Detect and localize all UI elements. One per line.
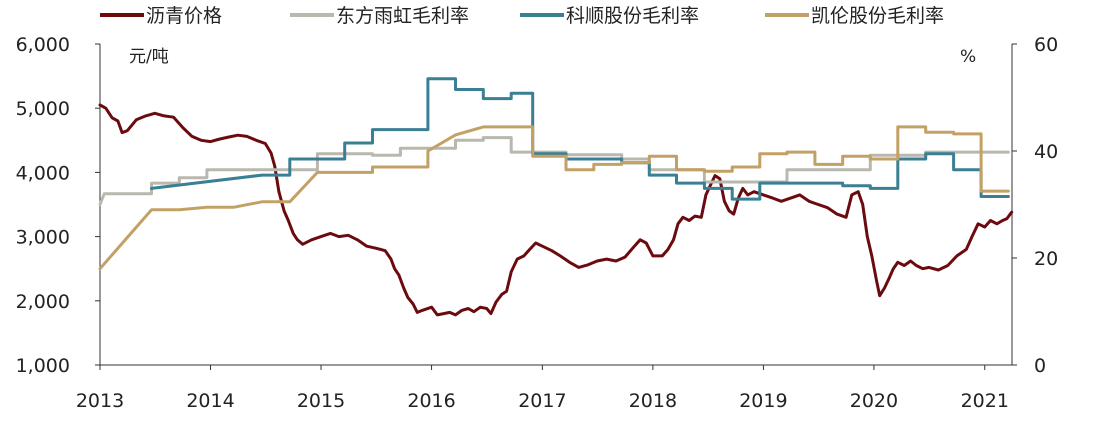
y-left-tick-label: 3,000 — [16, 227, 70, 249]
series-lines — [98, 77, 1014, 317]
y-right-tick-label: 60 — [1034, 34, 1058, 56]
y-right-tick-label: 20 — [1034, 248, 1058, 270]
x-tick-label: 2018 — [629, 390, 677, 412]
series-line-0 — [98, 103, 1014, 317]
x-tick-label: 2015 — [297, 390, 345, 412]
legend-label-2: 科顺股份毛利率 — [566, 5, 699, 27]
series-line-3 — [98, 125, 1010, 271]
y-left-tick-label: 5,000 — [16, 98, 70, 120]
series-line-2 — [150, 77, 1010, 201]
y-right-tick-label: 40 — [1034, 141, 1058, 163]
x-tick-label: 2020 — [850, 390, 898, 412]
y-left-tick-label: 4,000 — [16, 162, 70, 184]
legend-label-0: 沥青价格 — [146, 5, 222, 27]
x-tick-label: 2016 — [407, 390, 455, 412]
y-left-unit-label: 元/吨 — [129, 47, 169, 67]
y-left-tick-label: 2,000 — [16, 291, 70, 313]
y-left-tick-label: 1,000 — [16, 355, 70, 377]
x-tick-label: 2014 — [186, 390, 234, 412]
x-tick-label: 2013 — [76, 390, 124, 412]
x-tick-label: 2019 — [739, 390, 787, 412]
series-line-1 — [98, 136, 1010, 206]
y-right-tick-label: 0 — [1034, 355, 1046, 377]
legend-label-3: 凯伦股份毛利率 — [811, 5, 944, 27]
legend: 沥青价格 东方雨虹毛利率 科顺股份毛利率 凯伦股份毛利率 — [100, 5, 944, 27]
legend-label-1: 东方雨虹毛利率 — [336, 5, 469, 27]
x-tick-label: 2021 — [961, 390, 1009, 412]
y-right-unit-label: % — [960, 47, 976, 67]
axis-labels: 1,000 2,000 3,000 4,000 5,000 6,000 0 20 40 60 201… — [16, 34, 1059, 412]
x-tick-label: 2017 — [518, 390, 566, 412]
y-left-tick-label: 6,000 — [16, 34, 70, 56]
